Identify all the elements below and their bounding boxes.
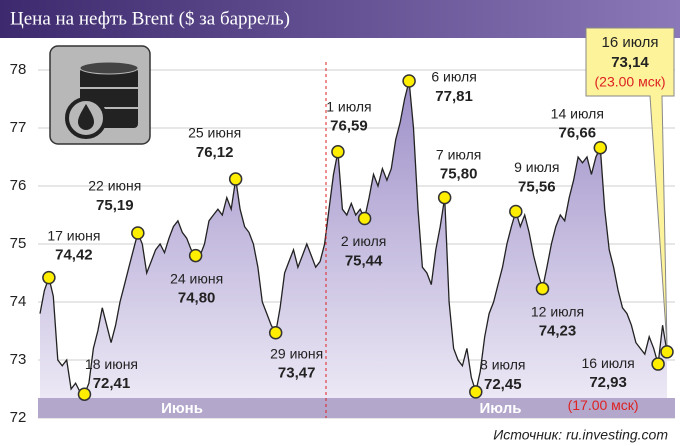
month-label: Июль: [480, 400, 522, 417]
annotation-value: 72,93: [589, 374, 627, 391]
marker: [402, 74, 416, 88]
annotation-value: 72,45: [484, 376, 522, 393]
annotation-time: (23.00 мск): [595, 74, 666, 90]
annotation-date: 16 июля: [581, 355, 634, 371]
marker: [660, 345, 674, 359]
y-tick-label: 78: [10, 61, 27, 78]
y-tick-label: 72: [10, 409, 27, 426]
marker: [509, 204, 523, 219]
marker: [357, 211, 372, 226]
annotation-date: 1 июля: [326, 98, 371, 114]
marker: [188, 248, 203, 263]
annotation-date: 22 июня: [88, 178, 141, 194]
y-tick-label: 75: [10, 235, 27, 252]
annotation-value: 74,80: [178, 290, 216, 307]
annotation-value: 75,19: [96, 197, 134, 214]
annotation-value: 76,59: [330, 118, 368, 135]
marker: [42, 270, 56, 285]
annotation-value: 74,23: [539, 323, 577, 340]
y-tick-label: 74: [10, 293, 27, 310]
annotation-date: 17 июня: [47, 227, 100, 243]
title-bar: [0, 0, 680, 38]
marker: [437, 190, 452, 205]
annotation-value: 73,14: [611, 54, 649, 71]
annotation-date: 2 июля: [341, 233, 386, 249]
source: Источник: ru.investing.com: [493, 427, 668, 443]
annotation-value: 75,44: [345, 252, 383, 269]
marker: [535, 281, 550, 296]
month-label: Июнь: [161, 400, 203, 417]
month-band: [38, 398, 675, 418]
marker: [77, 387, 92, 401]
chart-title: Цена на нефть Brent ($ за баррель): [10, 8, 290, 29]
area: [40, 81, 667, 398]
marker: [331, 145, 345, 159]
y-tick-label: 73: [10, 351, 27, 368]
marker: [469, 385, 483, 399]
marker: [228, 172, 243, 186]
annotation-date: 9 июля: [514, 159, 559, 175]
annotation-value: 76,66: [559, 125, 597, 142]
marker: [593, 140, 608, 155]
oil-icon: [49, 45, 151, 145]
annotation-value: 75,80: [440, 166, 478, 183]
annotation-date: 29 июня: [270, 345, 323, 361]
annotation-value: 72,41: [93, 375, 131, 392]
annotation-value: 75,56: [518, 178, 556, 195]
annotation-date: 18 июня: [85, 356, 138, 372]
marker: [268, 325, 283, 340]
annotation-date: 16 июля: [601, 34, 658, 51]
y-tick-label: 77: [10, 119, 27, 136]
annotation-date: 14 июля: [551, 105, 604, 121]
annotation-date: 12 июля: [531, 303, 584, 319]
callout: [585, 27, 675, 346]
annotation-value: 77,81: [435, 88, 473, 105]
line: [39, 80, 668, 396]
annotation-value: 73,47: [278, 365, 316, 382]
annotation-date: 7 июля: [436, 146, 481, 162]
annotation-value: 74,42: [55, 247, 93, 264]
annotation-date: 24 июня: [170, 270, 223, 286]
y-tick-label: 76: [10, 177, 27, 194]
marker: [131, 226, 145, 240]
annotation-date: 25 июня: [188, 125, 241, 141]
annotation-time: (17.00 мск): [568, 397, 639, 413]
annotation-date: 8 июля: [480, 357, 525, 373]
annotation-value: 76,12: [196, 144, 234, 161]
marker: [651, 357, 665, 371]
annotation-date: 6 июля: [431, 69, 476, 85]
